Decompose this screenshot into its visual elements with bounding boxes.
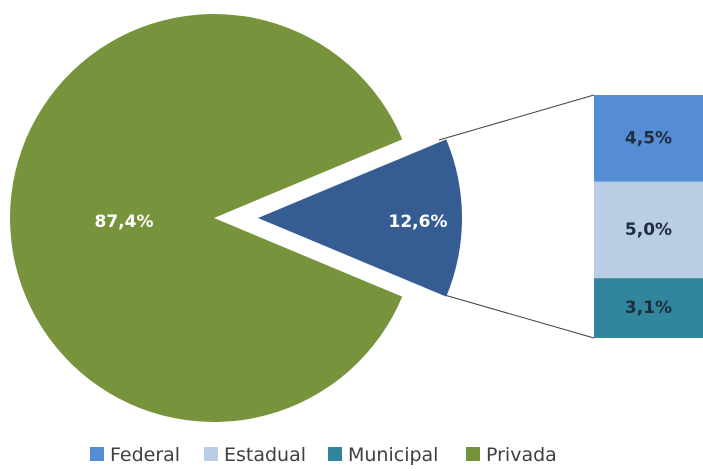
pie-slice-label-publica: 12,6%	[389, 212, 448, 232]
bar-label-municipal: 3,1%	[625, 298, 672, 318]
connector-line-top	[438, 94, 595, 141]
legend-label-federal: Federal	[110, 444, 180, 466]
bar-segment-municipal	[594, 278, 703, 338]
pie-slice-privada	[10, 14, 403, 423]
legend-label-estadual: Estadual	[224, 444, 306, 466]
legend-label-privada: Privada	[486, 444, 557, 466]
pie-slice-label-privada: 87,4%	[95, 212, 154, 232]
pie-slice-publica	[258, 139, 463, 297]
bar-segment-estadual	[594, 181, 703, 279]
connector-line-bottom	[440, 293, 595, 339]
legend-swatch-privada	[466, 447, 480, 461]
stacked-bar: 4,5% 5,0% 3,1%	[594, 95, 703, 338]
legend-swatch-municipal	[328, 447, 342, 461]
bar-label-estadual: 5,0%	[625, 220, 672, 240]
legend-swatch-estadual	[204, 447, 218, 461]
legend-swatch-federal	[90, 447, 104, 461]
bar-segment-federal	[594, 95, 703, 182]
bar-label-federal: 4,5%	[625, 128, 672, 148]
legend: Federal Estadual Municipal Privada	[90, 444, 557, 466]
legend-label-municipal: Municipal	[348, 444, 438, 466]
